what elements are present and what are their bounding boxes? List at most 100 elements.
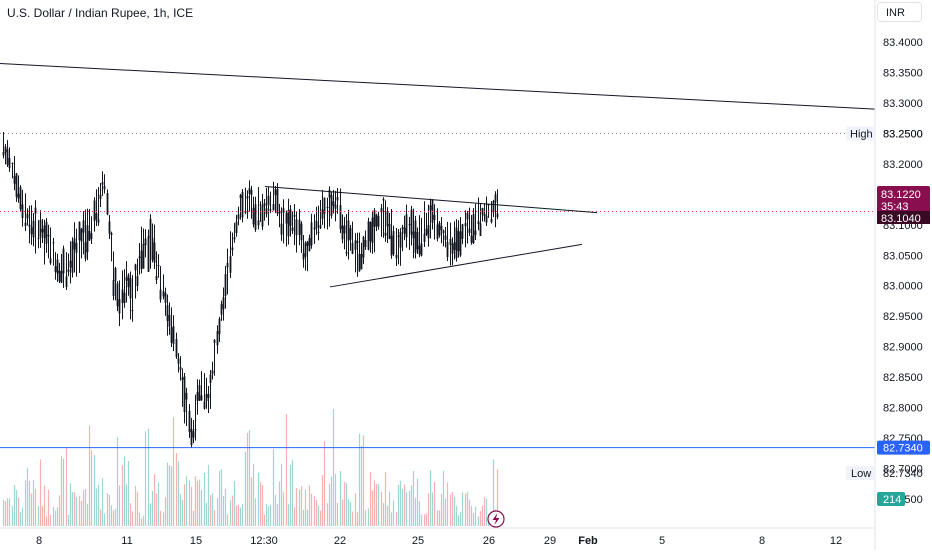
candle-body [313,227,316,230]
candle-body [8,158,11,169]
volume-bar [261,485,264,526]
price-tick-label: 83.0000 [883,281,923,293]
volume-bar [24,480,27,526]
candle-body [235,221,238,233]
volume-bar [37,506,40,526]
volume-bar [345,482,348,526]
volume-bar [190,486,193,526]
candle-body [382,198,385,201]
volume-bar [248,430,251,526]
price-axis-bg[interactable] [875,0,932,528]
candle-body [395,254,398,259]
candle-body [323,197,326,214]
candle-body [259,204,262,206]
volume-bar [6,498,9,526]
candle-body [369,222,372,242]
candle-body [302,253,305,260]
candle-body [252,207,255,225]
candle-body [291,227,294,231]
candle-body [347,220,350,241]
candle-body [28,224,31,227]
candle-body [153,242,156,263]
candle-body [26,213,29,219]
volume-bar [455,506,458,526]
lightning-icon-bolt[interactable] [492,513,500,525]
volume-bar [151,490,154,526]
candle-body [282,208,285,213]
volume-bar [257,472,260,526]
volume-bar [265,503,268,526]
volume-bar [196,480,199,526]
volume-bar [220,469,223,526]
volume-bar [159,510,162,526]
reference-lines [0,63,876,449]
candle-body [362,236,365,258]
volume-bar [334,473,337,526]
volume-bar [254,498,257,526]
volume-bar [436,510,439,526]
volume-bar [328,483,331,526]
volume-bar [302,509,305,526]
volume-bar [259,482,262,526]
volume-bar [144,431,147,526]
candle-body [30,227,33,235]
volume-bar [153,474,156,526]
volume-bar [403,484,406,526]
volume-bar [356,512,359,526]
candle-body [399,232,402,248]
volume-bar [272,448,275,526]
candle-body [416,232,419,250]
volume-bar [52,506,55,526]
candle-body [108,221,111,234]
volume-bar [310,493,313,526]
volume-bar [194,476,197,526]
candle-body [248,188,251,194]
volume-bar [185,476,188,526]
volume-bar [438,510,441,526]
prev-close-bg [877,211,930,224]
volume-bar [408,490,411,526]
candle-body [410,209,413,235]
candle-body [34,207,37,214]
candle-body [138,256,141,259]
volume-bar [449,494,452,526]
time-tick-label: 8 [36,535,42,547]
candle-body [162,291,165,297]
candle-body [78,221,81,241]
volume-bar [367,508,370,526]
candle-body [408,224,411,226]
candle-body [367,221,370,250]
price-axis: 83.400083.350083.300083.250083.200083.15… [874,0,932,550]
candle-body [45,221,48,244]
volume-bar [315,500,318,526]
candle-body [354,240,357,250]
volume-layer [2,408,499,526]
currency-selector[interactable]: INR [877,2,922,22]
volume-bar [466,492,469,526]
volume-bar [216,498,219,526]
volume-bar [106,493,109,526]
candle-body [239,195,242,198]
volume-bar [164,497,167,526]
candle-body [71,241,74,273]
volume-bar [395,511,398,526]
volume-bar [298,489,301,526]
trendline-resistance [0,63,876,110]
volume-bar [30,493,33,526]
volume-bar [377,484,380,526]
volume-bar [388,491,391,526]
candle-body [306,241,309,246]
price-tick-label: 83.4000 [883,37,923,49]
candle-body [371,217,374,243]
volume-bar [313,495,316,526]
candle-body [263,202,266,207]
candle-body [149,218,152,238]
lightning-icon[interactable] [487,510,505,528]
candle-body [101,182,104,185]
candle-body [336,196,339,201]
candle-body [254,204,257,230]
candle-body [175,339,178,358]
